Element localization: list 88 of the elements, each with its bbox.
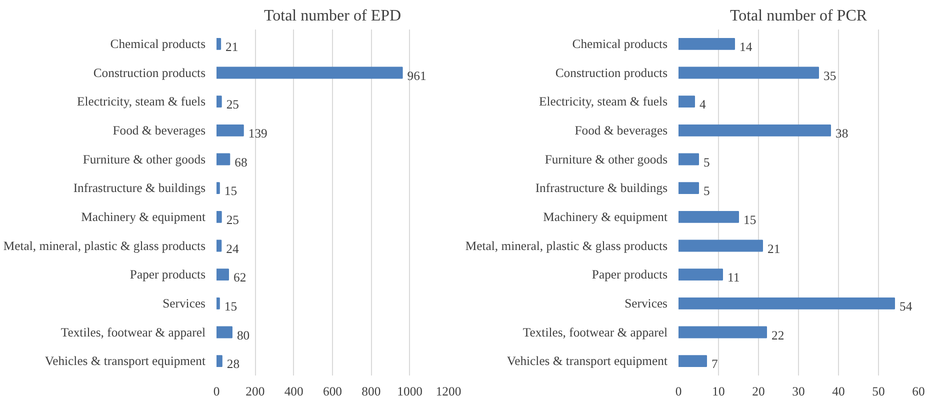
bar [678, 153, 699, 166]
data-label: 21 [226, 40, 238, 54]
y-tick-label: Vehicles & transport equipment [44, 354, 206, 368]
y-tick-label: Chemical products [572, 36, 668, 51]
x-tick-label: 200 [246, 384, 265, 398]
x-tick-label: 600 [323, 384, 342, 398]
data-label: 15 [744, 212, 756, 227]
data-label: 25 [226, 212, 239, 227]
data-label: 5 [704, 184, 710, 198]
bar [678, 96, 695, 108]
y-tick-label: Food & beverages [574, 123, 668, 138]
bar [216, 240, 222, 252]
bar [216, 355, 222, 368]
data-label: 11 [728, 270, 740, 285]
bar [216, 297, 220, 310]
x-tick-label: 30 [792, 384, 805, 398]
data-label: 139 [248, 126, 268, 140]
bar [678, 268, 723, 281]
y-tick-label: Textiles, footwear & apparel [522, 325, 668, 340]
data-label: 961 [407, 68, 426, 83]
y-tick-label: Electricity, steam & fuels [538, 94, 668, 109]
x-tick-label: 20 [752, 384, 765, 398]
y-tick-label: Machinery & equipment [81, 210, 206, 224]
y-tick-label: Paper products [592, 268, 668, 282]
x-tick-label: 0 [213, 384, 220, 398]
y-tick-label: Services [624, 296, 668, 310]
data-label: 14 [740, 40, 753, 54]
y-tick-label: Chemical products [110, 36, 206, 51]
y-tick-label: Infrastructure & buildings [535, 181, 668, 196]
y-tick-label: Food & beverages [112, 123, 206, 138]
y-tick-label: Textiles, footwear & apparel [60, 325, 206, 340]
y-tick-label: Paper products [130, 268, 206, 282]
data-label: 62 [233, 270, 246, 285]
bar [678, 66, 819, 79]
data-label: 28 [226, 357, 240, 372]
bar [216, 96, 222, 108]
y-tick-label: Metal, mineral, plastic & glass products [465, 238, 668, 253]
bar [678, 210, 739, 223]
y-tick-label: Machinery & equipment [543, 210, 668, 224]
bar [216, 210, 222, 223]
data-label: 38 [836, 126, 848, 140]
y-tick-label: Infrastructure & buildings [73, 181, 206, 196]
x-tick-label: 10 [712, 384, 725, 398]
x-tick-label: 40 [832, 384, 845, 398]
y-tick-label: Construction products [555, 66, 668, 80]
bar [678, 297, 895, 310]
y-tick-label: Vehicles & transport equipment [506, 354, 668, 368]
bar [678, 182, 699, 194]
y-tick-label: Construction products [93, 66, 206, 80]
data-label: 22 [772, 328, 784, 342]
x-tick-label: 60 [912, 384, 925, 398]
bar [216, 268, 229, 281]
x-tick-label: 1000 [397, 384, 422, 398]
data-label: 21 [768, 242, 780, 256]
y-tick-label: Services [162, 296, 206, 310]
x-tick-label: 800 [362, 384, 381, 398]
x-tick-label: 400 [284, 384, 304, 398]
data-label: 35 [824, 68, 836, 83]
data-label: 15 [224, 184, 238, 198]
bar [678, 38, 735, 50]
x-tick-label: 50 [872, 384, 885, 398]
data-label: 25 [226, 98, 239, 112]
data-label: 68 [234, 155, 248, 170]
data-label: 5 [704, 155, 710, 170]
bar [216, 153, 230, 166]
bar [216, 66, 403, 79]
chart-title: Total number of EPD [264, 8, 402, 24]
chart-title: Total number of PCR [730, 8, 868, 24]
y-tick-label: Metal, mineral, plastic & glass products [3, 238, 206, 253]
data-label: 24 [226, 242, 240, 256]
bar [216, 326, 232, 338]
data-label: 80 [236, 328, 250, 342]
data-label: 54 [900, 299, 913, 314]
bar [678, 240, 763, 252]
data-label: 4 [700, 98, 706, 112]
data-label: 7 [712, 357, 718, 372]
y-tick-label: Furniture & other goods [82, 152, 206, 166]
x-tick-label: 1200 [436, 384, 462, 398]
bar [678, 124, 831, 136]
bar [216, 38, 222, 50]
bar [678, 355, 707, 368]
x-tick-label: 0 [675, 384, 682, 398]
bar [216, 124, 244, 136]
y-tick-label: Electricity, steam & fuels [76, 94, 206, 109]
bar [216, 182, 220, 194]
bar [678, 326, 767, 338]
data-label: 15 [224, 299, 238, 314]
y-tick-label: Furniture & other goods [544, 152, 668, 166]
